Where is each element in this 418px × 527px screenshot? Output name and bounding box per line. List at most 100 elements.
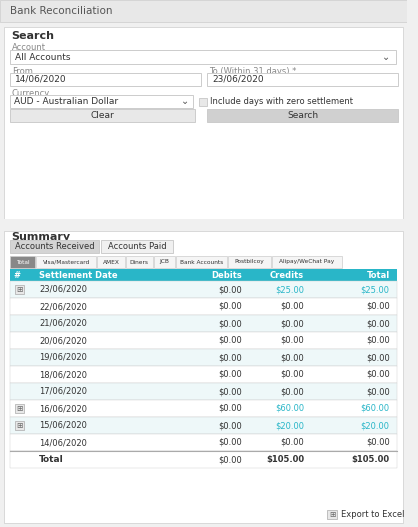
Text: $0.00: $0.00 <box>218 302 242 311</box>
Text: $0.00: $0.00 <box>366 336 390 345</box>
Text: $0.00: $0.00 <box>366 302 390 311</box>
Text: Postbilcoy: Postbilcoy <box>234 259 264 265</box>
Text: $25.00: $25.00 <box>361 285 390 294</box>
FancyBboxPatch shape <box>15 285 24 294</box>
FancyBboxPatch shape <box>4 231 403 523</box>
Text: $0.00: $0.00 <box>218 421 242 430</box>
Text: All Accounts: All Accounts <box>15 53 70 62</box>
FancyBboxPatch shape <box>10 281 398 298</box>
Text: $0.00: $0.00 <box>218 319 242 328</box>
Text: ⌄: ⌄ <box>382 52 390 62</box>
FancyBboxPatch shape <box>10 50 395 64</box>
FancyBboxPatch shape <box>15 421 24 430</box>
Text: 21/06/2020: 21/06/2020 <box>39 319 87 328</box>
Text: $105.00: $105.00 <box>266 455 304 464</box>
Text: 23/06/2020: 23/06/2020 <box>39 285 87 294</box>
Text: 18/06/2020: 18/06/2020 <box>39 370 87 379</box>
Text: ⊞: ⊞ <box>16 421 23 430</box>
Text: 15/06/2020: 15/06/2020 <box>39 421 87 430</box>
FancyBboxPatch shape <box>199 98 206 106</box>
Text: #: # <box>14 270 20 279</box>
FancyBboxPatch shape <box>15 404 24 413</box>
FancyBboxPatch shape <box>0 0 407 22</box>
Text: $105.00: $105.00 <box>352 455 390 464</box>
Text: $0.00: $0.00 <box>280 370 304 379</box>
Text: ⊞: ⊞ <box>16 404 23 413</box>
Text: $20.00: $20.00 <box>361 421 390 430</box>
FancyBboxPatch shape <box>207 109 398 122</box>
Text: Account: Account <box>12 44 46 53</box>
Text: $60.00: $60.00 <box>361 404 390 413</box>
FancyBboxPatch shape <box>10 434 398 451</box>
Text: $0.00: $0.00 <box>280 387 304 396</box>
Text: AUD - Australian Dollar: AUD - Australian Dollar <box>14 97 118 106</box>
Text: Search: Search <box>12 31 55 41</box>
Text: Export to Excel: Export to Excel <box>341 510 405 519</box>
Text: Currency: Currency <box>12 90 50 99</box>
FancyBboxPatch shape <box>126 256 153 268</box>
FancyBboxPatch shape <box>327 510 337 519</box>
Text: ⊞: ⊞ <box>329 510 335 519</box>
FancyBboxPatch shape <box>10 269 398 281</box>
Text: $20.00: $20.00 <box>275 421 304 430</box>
Text: Accounts Paid: Accounts Paid <box>108 242 167 251</box>
Text: Alipay/WeChat Pay: Alipay/WeChat Pay <box>279 259 334 265</box>
FancyBboxPatch shape <box>10 109 195 122</box>
Text: 17/06/2020: 17/06/2020 <box>39 387 87 396</box>
Text: $0.00: $0.00 <box>218 387 242 396</box>
FancyBboxPatch shape <box>207 73 398 86</box>
Text: Total: Total <box>39 455 64 464</box>
Text: $0.00: $0.00 <box>280 438 304 447</box>
Text: Include days with zero settlement: Include days with zero settlement <box>210 97 354 106</box>
Text: ⌄: ⌄ <box>181 96 189 106</box>
Text: Visa/Mastercard: Visa/Mastercard <box>43 259 90 265</box>
FancyBboxPatch shape <box>10 95 193 108</box>
FancyBboxPatch shape <box>0 219 407 229</box>
Text: $0.00: $0.00 <box>366 319 390 328</box>
Text: Diners: Diners <box>130 259 149 265</box>
FancyBboxPatch shape <box>10 383 398 400</box>
Text: $60.00: $60.00 <box>275 404 304 413</box>
Text: 16/06/2020: 16/06/2020 <box>39 404 87 413</box>
FancyBboxPatch shape <box>10 298 398 315</box>
Text: Debits: Debits <box>211 270 242 279</box>
Text: AMEX: AMEX <box>102 259 120 265</box>
FancyBboxPatch shape <box>97 256 125 268</box>
FancyBboxPatch shape <box>10 451 398 468</box>
Text: ⊞: ⊞ <box>16 285 23 294</box>
Text: $25.00: $25.00 <box>275 285 304 294</box>
FancyBboxPatch shape <box>10 315 398 332</box>
Text: $0.00: $0.00 <box>218 438 242 447</box>
Text: Bank Accounts: Bank Accounts <box>180 259 223 265</box>
FancyBboxPatch shape <box>10 73 201 86</box>
Text: $0.00: $0.00 <box>218 353 242 362</box>
Text: Summary: Summary <box>12 232 71 242</box>
FancyBboxPatch shape <box>10 349 398 366</box>
Text: Search: Search <box>288 111 319 120</box>
FancyBboxPatch shape <box>10 332 398 349</box>
Text: To (Within 31 days) *: To (Within 31 days) * <box>209 67 297 76</box>
Text: $0.00: $0.00 <box>218 404 242 413</box>
Text: $0.00: $0.00 <box>218 336 242 345</box>
Text: Settlement Date: Settlement Date <box>39 270 117 279</box>
Text: $0.00: $0.00 <box>366 438 390 447</box>
Text: $0.00: $0.00 <box>280 336 304 345</box>
Text: Credits: Credits <box>270 270 304 279</box>
Text: 23/06/2020: 23/06/2020 <box>212 75 264 84</box>
Text: $0.00: $0.00 <box>280 302 304 311</box>
FancyBboxPatch shape <box>4 27 403 219</box>
Text: Accounts Received: Accounts Received <box>15 242 94 251</box>
Text: $0.00: $0.00 <box>280 319 304 328</box>
FancyBboxPatch shape <box>10 417 398 434</box>
Text: $0.00: $0.00 <box>218 370 242 379</box>
FancyBboxPatch shape <box>272 256 342 268</box>
Text: $0.00: $0.00 <box>280 353 304 362</box>
Text: $0.00: $0.00 <box>366 353 390 362</box>
Text: $0.00: $0.00 <box>218 285 242 294</box>
Text: $0.00: $0.00 <box>218 455 242 464</box>
FancyBboxPatch shape <box>176 256 227 268</box>
Text: $0.00: $0.00 <box>366 370 390 379</box>
Text: 14/06/2020: 14/06/2020 <box>39 438 87 447</box>
FancyBboxPatch shape <box>101 240 173 253</box>
Text: Bank Reconciliation: Bank Reconciliation <box>10 6 112 16</box>
